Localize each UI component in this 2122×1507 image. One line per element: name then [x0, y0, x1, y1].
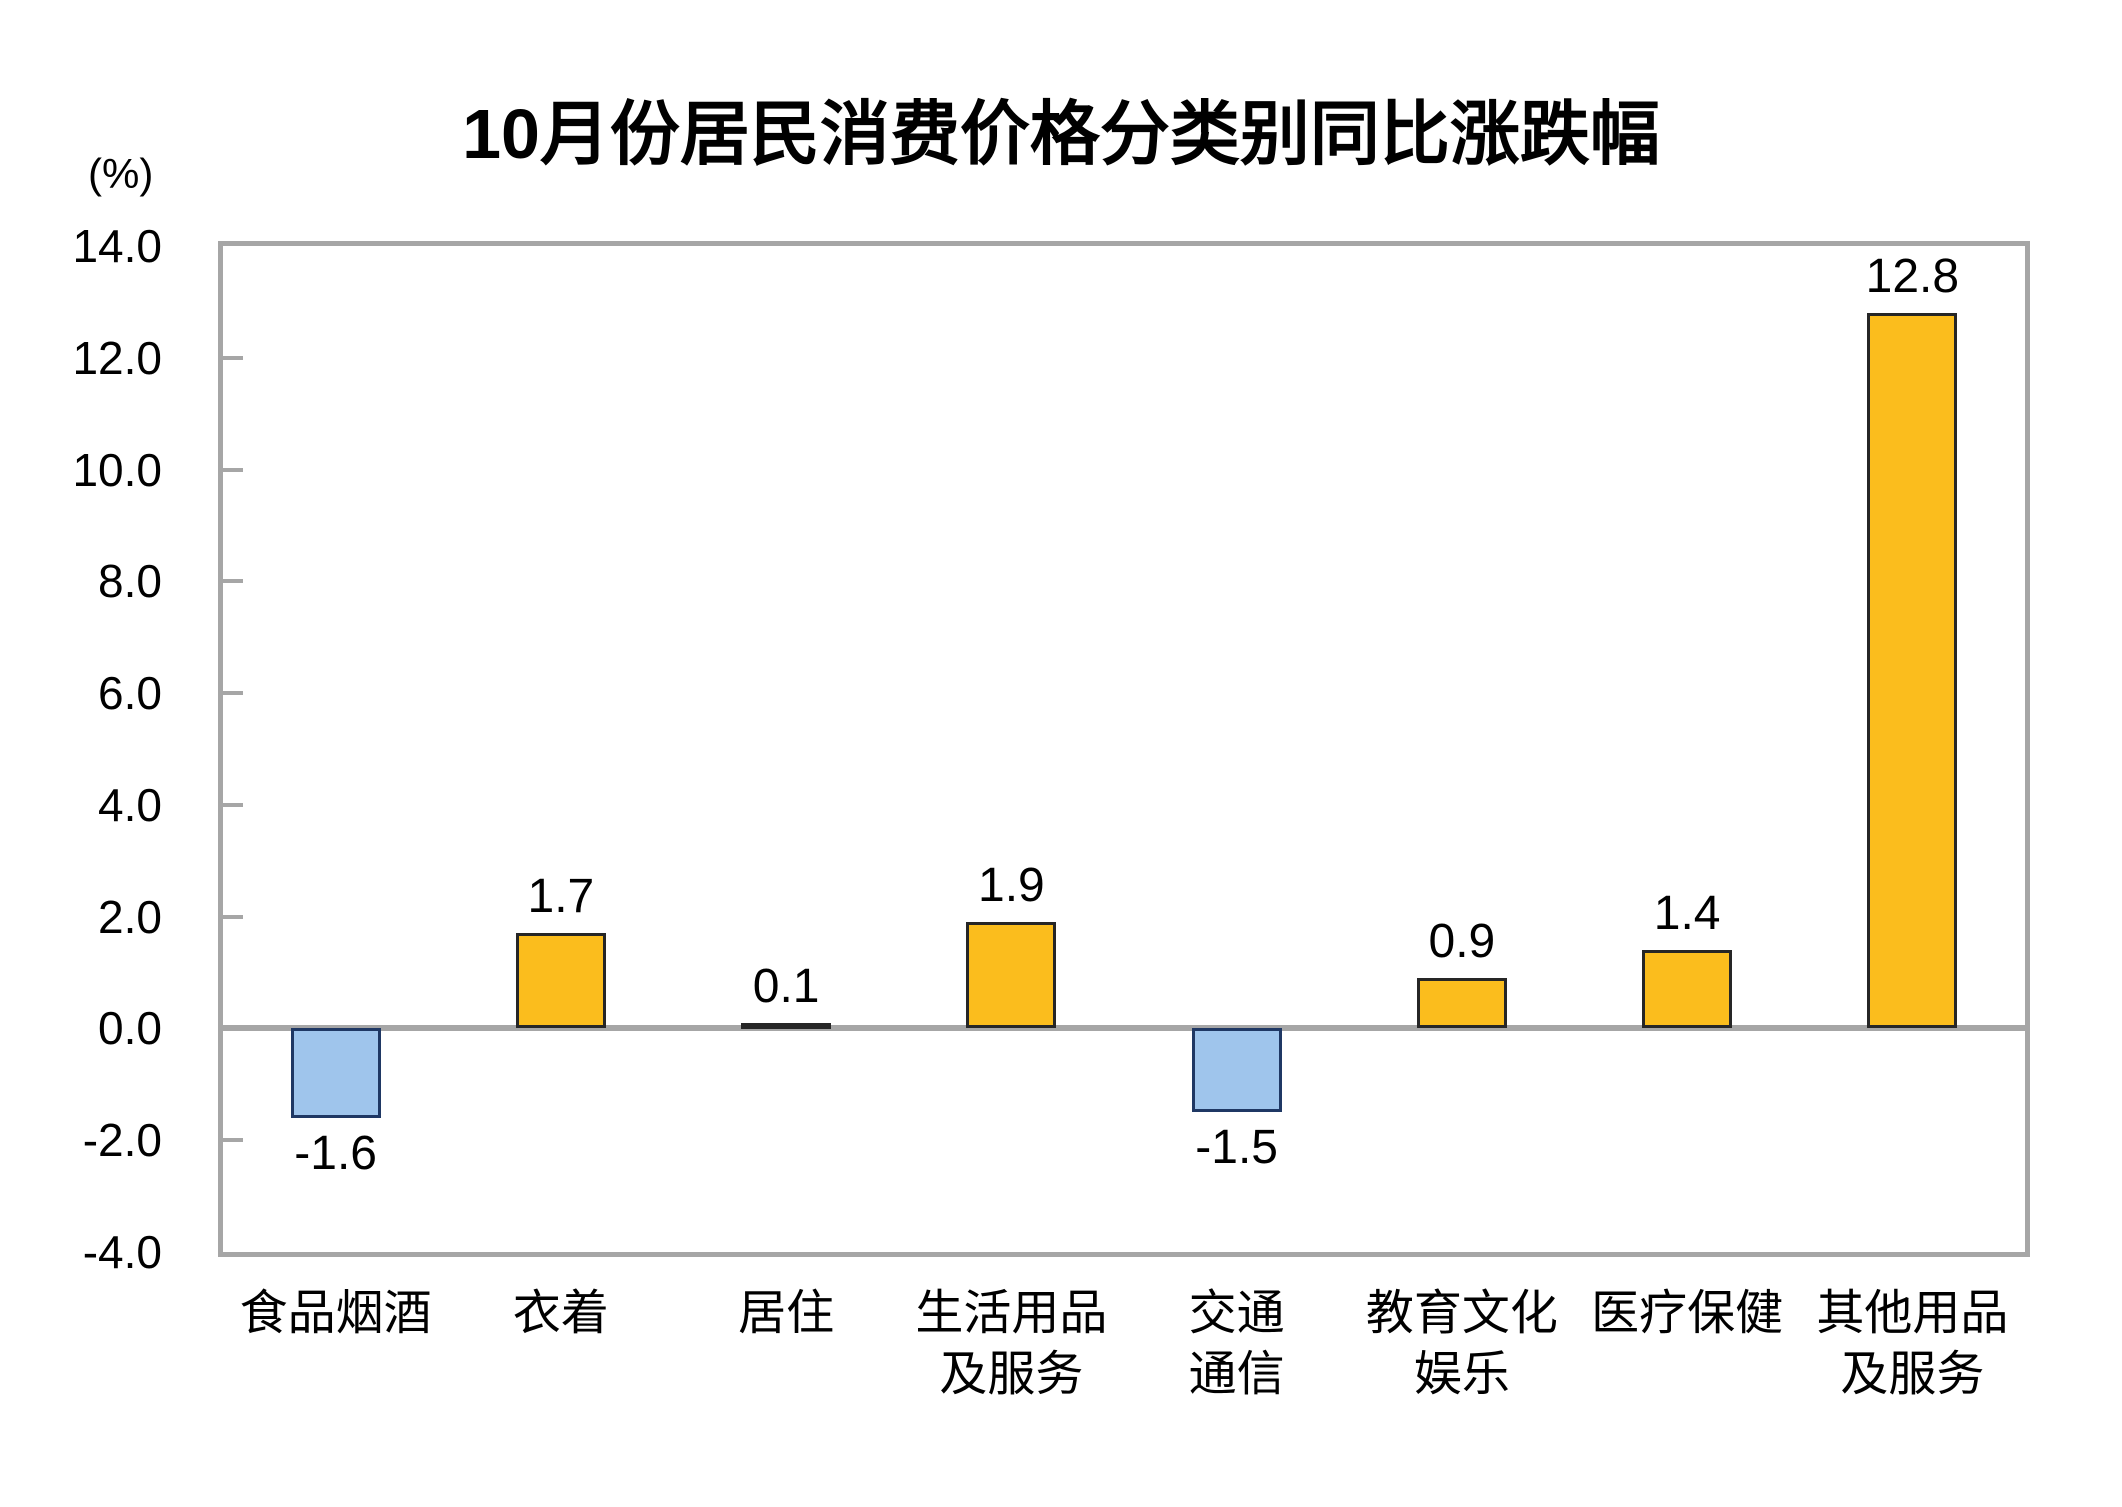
- bar-value-label-education-culture-entertainment: 0.9: [1428, 915, 1496, 969]
- bar-housing: [741, 1022, 832, 1029]
- x-axis-label-education-culture-entertainment: 教育文化 娱乐: [1349, 1283, 1574, 1405]
- x-axis-label-line: 生活用品: [915, 1287, 1108, 1340]
- y-axis-tick-mark: [223, 914, 243, 919]
- x-axis-label-clothing: 衣着: [448, 1283, 673, 1405]
- x-axis-label-healthcare: 医疗保健: [1575, 1283, 1800, 1405]
- bar-value-label-clothing: 1.7: [527, 870, 595, 924]
- bar-value-label-other-goods-services: 12.8: [1865, 250, 1960, 304]
- y-axis-tick-labels: 14.0 12.0 10.0 8.0 6.0 4.0 2.0 0.0 -2.0 -4.0: [0, 0, 168, 1507]
- bar-transport-communication: [1191, 1028, 1282, 1113]
- x-axis-label-line: 及服务: [939, 1348, 1084, 1401]
- x-axis-label-other-goods-services: 其他用品 及服务: [1800, 1283, 2025, 1405]
- x-axis-label-line: 衣着: [512, 1287, 609, 1340]
- bar-value-label-food-tobacco-alcohol: -1.6: [294, 1126, 377, 1180]
- chart-title: 10月份居民消费价格分类别同比涨跌幅: [462, 95, 1660, 173]
- bar-value-label-transport-communication: -1.5: [1195, 1121, 1278, 1175]
- x-axis-label-line: 其他用品: [1816, 1287, 2009, 1340]
- bar-value-label-housing: 0.1: [752, 959, 820, 1013]
- x-axis-labels: 食品烟酒 衣着 居住 生活用品 及服务 交通 通信 教育文化 娱乐 医疗保健 其他用品 及服务: [223, 1283, 2025, 1405]
- y-axis-unit-label: (%): [88, 150, 154, 197]
- y-axis-tick-mark: [223, 691, 243, 696]
- y-axis-tick-label: -2.0: [82, 1114, 162, 1167]
- x-axis-label-transport-communication: 交通 通信: [1124, 1283, 1349, 1405]
- x-axis-label-line: 食品烟酒: [239, 1287, 432, 1340]
- y-axis-tick-mark: [223, 579, 243, 584]
- bar-value-label-household-goods-services: 1.9: [978, 859, 1045, 913]
- x-axis-label-line: 医疗保健: [1591, 1287, 1784, 1340]
- y-axis-tick-mark: [223, 467, 243, 472]
- x-axis-label-line: 及服务: [1840, 1348, 1985, 1401]
- y-axis-tick-label: 2.0: [98, 890, 162, 943]
- bar-education-culture-entertainment: [1416, 978, 1507, 1029]
- x-axis-label-housing: 居住: [674, 1283, 899, 1405]
- x-axis-label-line: 交通: [1188, 1287, 1285, 1340]
- y-axis-tick-label: 6.0: [98, 667, 162, 720]
- bar-household-goods-services: [966, 922, 1057, 1029]
- x-axis-label-line: 教育文化: [1365, 1287, 1558, 1340]
- bar-healthcare: [1642, 950, 1733, 1029]
- bar-other-goods-services: [1867, 313, 1958, 1029]
- y-axis-tick-mark: [223, 802, 243, 807]
- y-axis-tick-mark: [223, 355, 243, 360]
- x-axis-label-food-tobacco-alcohol: 食品烟酒: [223, 1283, 448, 1405]
- x-axis-label-line: 娱乐: [1413, 1348, 1510, 1401]
- y-axis-tick-label: 10.0: [72, 443, 162, 496]
- y-axis-tick-label: 12.0: [72, 331, 162, 384]
- y-axis-tick-mark: [223, 1138, 243, 1143]
- y-axis-tick-label: 0.0: [98, 1002, 162, 1055]
- bar-food-tobacco-alcohol: [290, 1028, 381, 1118]
- bar-clothing: [515, 933, 606, 1029]
- y-axis-tick-label: 4.0: [98, 778, 162, 831]
- plot-area: -1.6 1.7 0.1 1.9 -1.5 0.9 1.4 12.8: [218, 241, 2030, 1257]
- x-axis-label-line: 通信: [1188, 1348, 1285, 1401]
- x-axis-label-line: 居住: [738, 1287, 835, 1340]
- y-axis-tick-label: 14.0: [72, 220, 162, 272]
- bar-value-label-healthcare: 1.4: [1653, 887, 1721, 941]
- x-axis-label-household-goods-services: 生活用品 及服务: [899, 1283, 1124, 1405]
- y-axis-tick-label: 8.0: [98, 555, 162, 608]
- zero-line: [223, 1025, 2025, 1032]
- y-axis-tick-label: -4.0: [82, 1226, 162, 1278]
